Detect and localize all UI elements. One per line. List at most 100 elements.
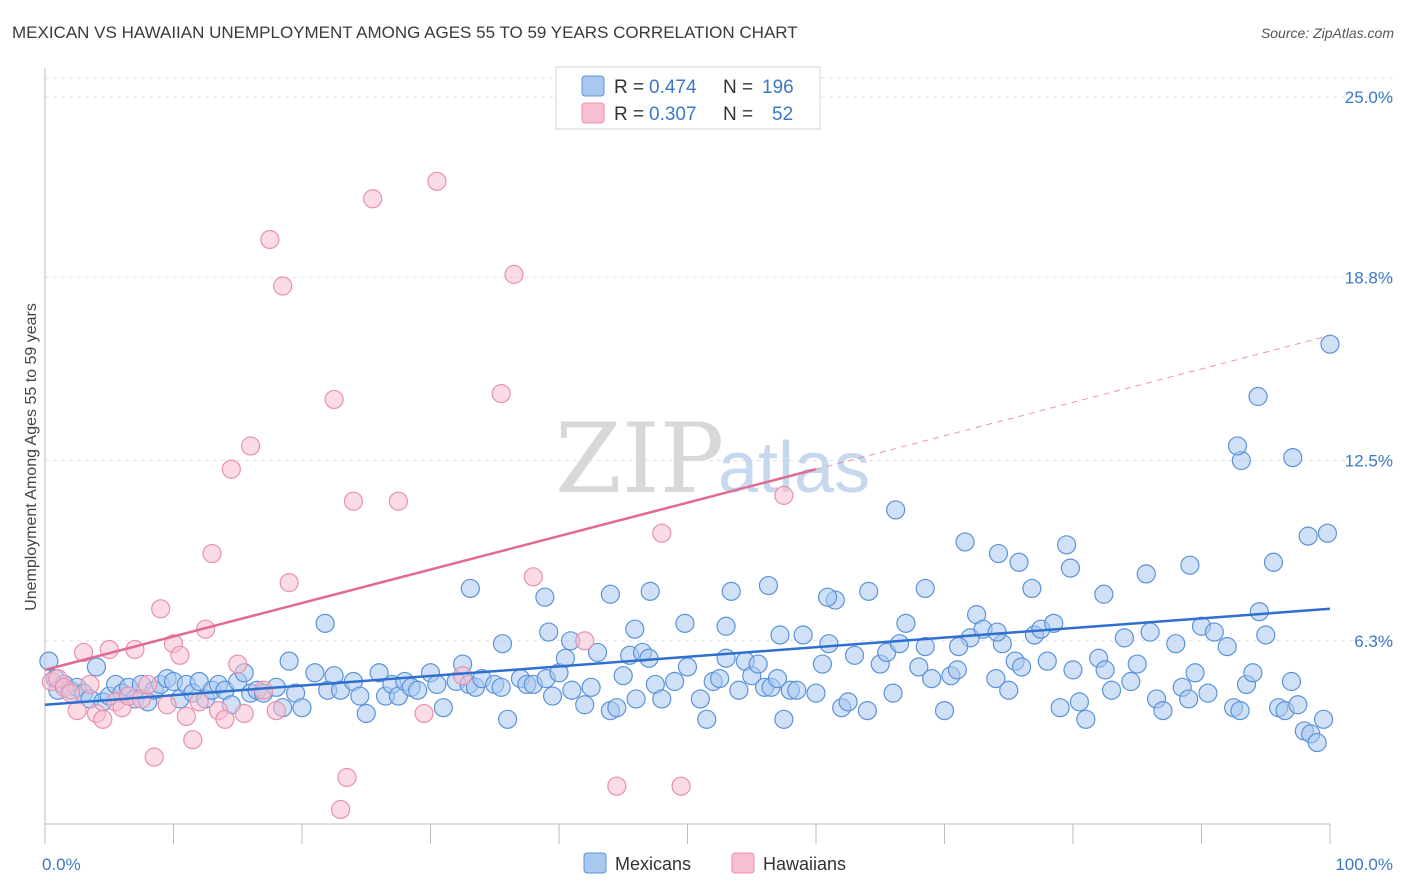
hawaiians-point <box>266 700 286 721</box>
mexicans-point <box>581 677 601 697</box>
mexicans-point <box>1248 386 1268 407</box>
mexicans-point <box>292 698 312 718</box>
mexicans-point <box>1076 709 1096 729</box>
correlation-legend: R = 0.474 N = 196 R = 0.307 N = 52 <box>555 66 821 130</box>
mexicans-point <box>988 543 1009 564</box>
hawaiians-point <box>504 264 524 284</box>
hawaiians-point <box>170 645 190 665</box>
mexicans-point <box>279 651 299 671</box>
mexicans-point <box>600 584 621 604</box>
mexicans-point <box>886 500 906 520</box>
hawaiians-point <box>671 776 691 796</box>
mexicans-point <box>626 689 646 709</box>
hawaiians-point <box>652 523 672 543</box>
mexicans-point <box>1317 523 1338 543</box>
mexicans-point <box>1121 671 1141 692</box>
hawaiians-point <box>343 491 363 511</box>
mexicans-point <box>350 686 370 706</box>
hawaiians-point <box>427 171 447 191</box>
mexicans-point <box>1320 334 1340 354</box>
mexicans-point <box>758 575 779 596</box>
mexicans-point <box>859 581 879 601</box>
mexicans-point <box>729 680 749 700</box>
mexicans-point <box>812 654 833 674</box>
y-tick-label: 6.3% <box>1354 632 1393 651</box>
mexicans-point <box>690 689 710 709</box>
hawaiians-point <box>491 384 511 404</box>
mexicans-point <box>498 709 518 729</box>
legend-n-value-hawaiians: 52 <box>772 104 793 125</box>
mexicans-point <box>857 700 878 721</box>
legend-r-label-mexicans: R = <box>614 77 644 98</box>
mexicans-point <box>697 709 717 729</box>
mexicans-point <box>1056 535 1077 555</box>
mexicans-point <box>1037 651 1057 671</box>
mexicans-point <box>1114 628 1135 648</box>
mexicans-point <box>315 613 335 633</box>
mexicans-point <box>1198 683 1218 703</box>
hawaiians-point <box>61 683 81 703</box>
mexicans-point <box>1298 526 1318 546</box>
mexicans-point <box>748 654 768 674</box>
mexicans-point <box>896 613 916 633</box>
mexicans-point <box>817 587 838 607</box>
mexicans-point <box>640 581 660 601</box>
hawaiians-point <box>260 229 280 250</box>
legend-r-value-hawaiians: 0.307 <box>649 104 697 125</box>
watermark-zip: ZIP <box>555 403 724 515</box>
mexicans-point <box>1009 552 1029 572</box>
source-label: Source: ZipAtlas.com <box>1261 25 1394 41</box>
mexicans-point <box>999 680 1019 700</box>
mexicans-point <box>1263 552 1284 572</box>
mexicans-point <box>787 680 807 700</box>
mexicans-point <box>909 657 929 677</box>
mexicans-point <box>369 663 389 683</box>
series-label-hawaiians: Hawaiians <box>763 854 846 874</box>
hawaiians-point <box>330 799 351 820</box>
mexicans-point <box>1230 700 1250 721</box>
mexicans-point <box>1166 634 1186 654</box>
mexicans-point <box>770 625 790 645</box>
mexicans-point <box>947 660 967 680</box>
mexicans-point <box>716 616 736 636</box>
mexicans-point <box>460 578 480 599</box>
mexicans-point <box>1101 680 1122 700</box>
mexicans-point <box>305 663 325 683</box>
hawaiians-point <box>138 674 158 695</box>
hawaiians-point <box>215 709 235 729</box>
legend-n-value-mexicans: 196 <box>762 77 794 98</box>
mexicans-point <box>1050 698 1070 718</box>
mexicans-point <box>774 709 794 729</box>
mexicans-point <box>710 668 730 689</box>
mexicans-point <box>1140 622 1160 642</box>
mexicans-point <box>949 637 969 657</box>
mexicans-point <box>767 668 788 689</box>
mexicans-point <box>844 645 865 665</box>
hawaiians-point <box>241 436 261 456</box>
hawaiians-point <box>144 747 164 767</box>
hawaiians-point <box>273 276 293 296</box>
mexicans-point <box>915 578 935 599</box>
hawaiians-point <box>279 573 299 593</box>
mexicans-point <box>716 648 736 668</box>
mexicans-point <box>1281 671 1302 692</box>
series-swatch-hawaiians <box>731 852 755 874</box>
mexicans-point <box>1127 654 1147 674</box>
watermark-atlas: atlas <box>718 428 870 508</box>
x-tick-label: 0.0% <box>42 855 81 874</box>
mexicans-point <box>555 648 576 668</box>
hawaiians-point <box>202 543 222 564</box>
mexicans-point <box>587 642 608 663</box>
mexicans-point <box>955 532 975 552</box>
mexicans-point <box>883 683 903 703</box>
mexicans-point <box>838 692 858 712</box>
mexicans-point <box>1095 660 1115 680</box>
y-tick-label: 12.5% <box>1345 452 1393 471</box>
mexicans-point <box>539 622 559 642</box>
hawaiians-point <box>228 654 248 674</box>
mexicans-point <box>677 657 698 677</box>
mexicans-point <box>356 703 376 724</box>
mexicans-point <box>1204 622 1224 642</box>
mexicans-point <box>652 689 672 709</box>
axes: 6.3% 12.5% 18.8% 25.0% 0.0% 100.0% <box>42 68 1393 874</box>
